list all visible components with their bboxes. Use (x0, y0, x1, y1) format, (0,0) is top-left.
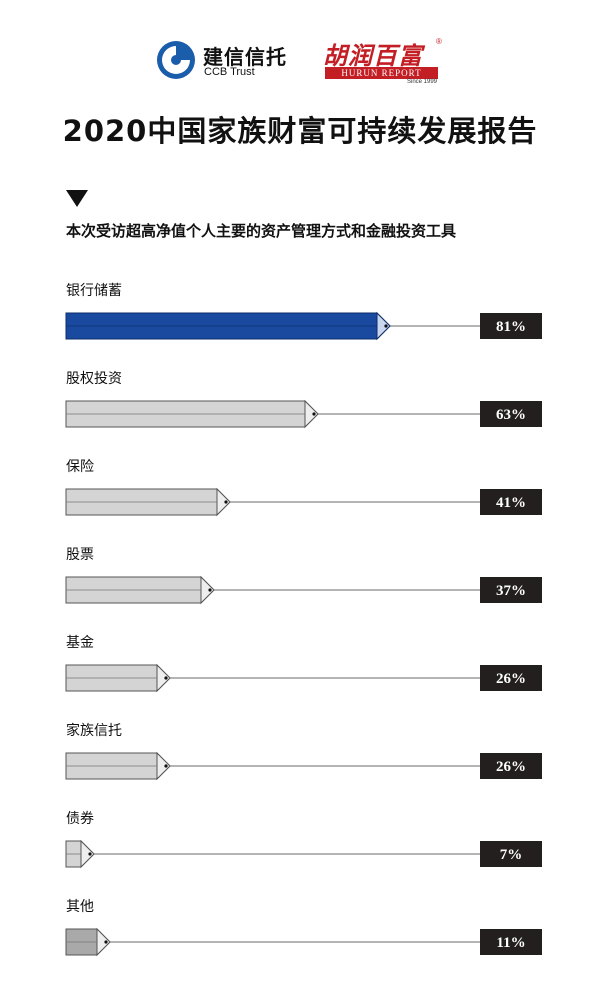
bar-tip (156, 751, 171, 781)
value-box (480, 577, 542, 603)
bar-tip-dot (88, 852, 92, 856)
hurun-brand-name: 胡润百富 (323, 42, 423, 70)
value-label: 26% (496, 671, 526, 687)
bar-tip-dot (208, 588, 212, 592)
bar-tip-dot (224, 500, 228, 504)
value-label: 7% (500, 847, 523, 863)
category-label: 债券 (66, 811, 94, 827)
ccb-brand-english: CCB Trust (204, 66, 255, 78)
bar-tip-dot (104, 940, 108, 944)
ccb-logo-icon (157, 41, 195, 79)
category-label: 家族信托 (66, 722, 122, 739)
category-label: 保险 (66, 459, 94, 475)
category-label: 股票 (66, 547, 94, 563)
registered-mark: ® (436, 37, 442, 46)
bar-tip-dot (384, 324, 388, 328)
chart-subtitle: 本次受访超高净值个人主要的资产管理方式和金融投资工具 (66, 222, 457, 240)
ccb-brand-name: 建信信托 (203, 45, 287, 69)
value-label: 26% (496, 759, 526, 775)
value-box (480, 401, 542, 427)
report-title: 2020中国家族财富可持续发展报告 (62, 114, 538, 148)
value-label: 11% (496, 935, 525, 951)
section-marker-icon (66, 190, 88, 207)
logo-bar: 建信信托 CCB Trust 胡润百富 ® HURUN REPORT Since… (0, 34, 600, 85)
value-box (480, 841, 542, 867)
bar-tip (156, 663, 171, 693)
bar-tip (376, 311, 391, 341)
value-box (480, 313, 542, 339)
value-label: 63% (496, 407, 526, 423)
category-label: 基金 (66, 634, 94, 651)
value-box (480, 929, 542, 955)
category-label: 银行储蓄 (66, 283, 122, 299)
bar-tip-dot (164, 764, 168, 768)
bar-tip (216, 487, 231, 517)
hurun-report-banner: HURUN REPORT (325, 67, 438, 79)
bar-tip-dot (312, 412, 316, 416)
value-box (480, 665, 542, 691)
bar-tip (96, 927, 111, 957)
bar-tip (200, 575, 215, 605)
value-label: 81% (496, 319, 526, 335)
category-label: 其他 (66, 899, 94, 915)
value-box (480, 489, 542, 515)
hurun-since-text: Since 1999 (407, 79, 438, 85)
category-label: 股权投资 (66, 371, 122, 387)
value-box (480, 753, 542, 779)
bar-tip-dot (164, 676, 168, 680)
bar-tip (304, 399, 319, 429)
value-label: 41% (496, 495, 526, 511)
value-label: 37% (496, 583, 526, 599)
bar-tip (80, 839, 95, 869)
